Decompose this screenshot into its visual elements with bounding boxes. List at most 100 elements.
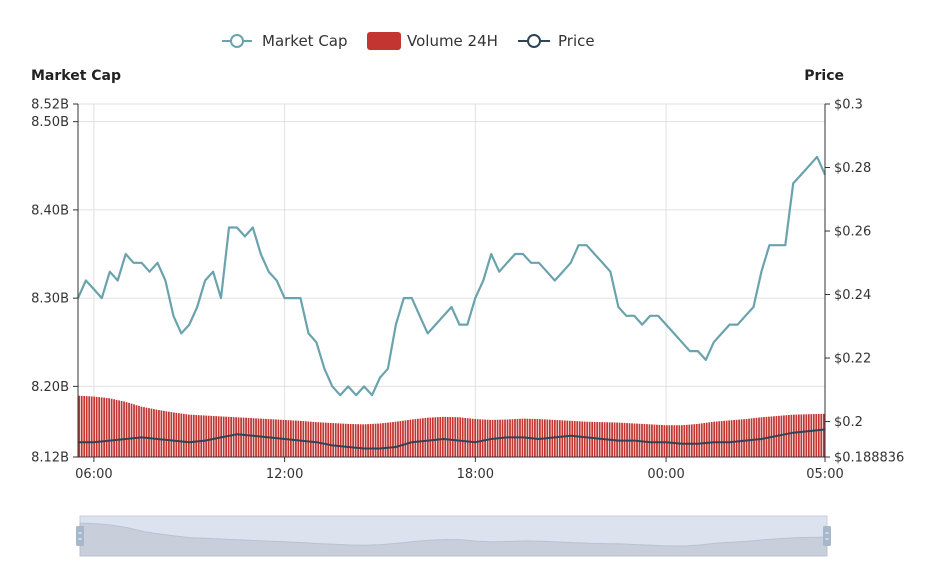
volume-bar bbox=[419, 418, 422, 457]
volume-bar bbox=[800, 414, 803, 457]
volume-bar bbox=[230, 416, 233, 457]
volume-bar bbox=[103, 397, 106, 457]
volume-bar bbox=[367, 424, 369, 457]
left-axis-tick-label: 8.20B bbox=[31, 380, 69, 395]
left-axis-title: Market Cap bbox=[31, 68, 121, 84]
volume-bar bbox=[347, 423, 350, 457]
volume-bar bbox=[670, 425, 673, 457]
volume-bar bbox=[182, 413, 185, 457]
volume-bar bbox=[118, 400, 120, 457]
volume-bar bbox=[150, 408, 153, 457]
volume-bar bbox=[342, 423, 345, 457]
volume-bar bbox=[250, 418, 252, 457]
volume-bar bbox=[143, 407, 145, 457]
volume-bar bbox=[304, 421, 307, 457]
volume-bar bbox=[314, 422, 317, 457]
volume-bar bbox=[715, 421, 718, 457]
volume-bar bbox=[479, 419, 482, 457]
volume-bar bbox=[785, 415, 788, 457]
volume-bar bbox=[429, 417, 432, 457]
volume-bar bbox=[165, 411, 168, 457]
volume-bar bbox=[810, 414, 813, 457]
data-zoom-handle-left[interactable] bbox=[76, 526, 84, 546]
volume-bar bbox=[148, 408, 150, 457]
volume-bar bbox=[417, 418, 419, 457]
volume-bar bbox=[802, 414, 805, 457]
volume-bar bbox=[312, 421, 315, 457]
volume-bar bbox=[260, 418, 262, 457]
volume-bar bbox=[583, 421, 586, 457]
volume-bar bbox=[685, 424, 688, 457]
volume-bar bbox=[78, 395, 81, 457]
volume-bar bbox=[115, 399, 118, 457]
volume-bar bbox=[217, 416, 220, 457]
volume-bar bbox=[563, 420, 566, 457]
volume-bar bbox=[556, 420, 559, 457]
volume-bar bbox=[237, 417, 240, 457]
volume-bar bbox=[476, 419, 479, 457]
volume-bar bbox=[90, 396, 93, 457]
volume-bar bbox=[344, 423, 347, 457]
volume-bar bbox=[232, 417, 235, 457]
volume-bar bbox=[713, 421, 716, 457]
volume-bar bbox=[646, 424, 648, 457]
legend-item-volume-24h[interactable]: Volume 24H bbox=[367, 32, 498, 50]
volume-bar bbox=[88, 396, 91, 457]
volume-bar bbox=[372, 423, 374, 457]
legend-item-market-cap[interactable]: Market Cap bbox=[222, 32, 348, 50]
left-axis-tick-label: 8.52B bbox=[31, 98, 69, 113]
volume-bar bbox=[441, 416, 444, 457]
volume-bar bbox=[748, 418, 750, 457]
volume-bar bbox=[461, 417, 464, 457]
left-axis-tick-label: 8.40B bbox=[31, 203, 69, 218]
legend: Market Cap Volume 24H Price bbox=[222, 32, 595, 50]
volume-bar bbox=[190, 414, 193, 457]
volume-bar bbox=[666, 425, 668, 457]
volume-bar bbox=[205, 415, 208, 457]
volume-bar bbox=[125, 402, 128, 457]
volume-bar bbox=[145, 407, 148, 457]
volume-bar bbox=[680, 425, 683, 457]
legend-marker-rect bbox=[367, 32, 401, 50]
volume-bar bbox=[474, 419, 477, 457]
data-zoom-handle-right[interactable] bbox=[823, 526, 831, 546]
volume-bar bbox=[591, 421, 594, 457]
legend-marker-circle bbox=[230, 34, 244, 48]
volume-bar bbox=[210, 415, 213, 457]
volume-bar bbox=[793, 414, 795, 457]
volume-bar bbox=[693, 424, 696, 457]
grid bbox=[78, 103, 825, 458]
volume-bar bbox=[382, 423, 384, 457]
volume-bar bbox=[135, 405, 138, 457]
volume-bar bbox=[700, 423, 703, 457]
volume-bar bbox=[705, 422, 708, 457]
volume-bar bbox=[245, 417, 247, 457]
legend-item-price[interactable]: Price bbox=[518, 32, 595, 50]
x-axis-tick-label: 00:00 bbox=[647, 467, 684, 482]
volume-bar bbox=[140, 406, 143, 457]
volume-bar bbox=[566, 420, 569, 457]
volume-bar bbox=[200, 415, 203, 457]
volume-bar bbox=[588, 421, 591, 457]
volume-bar bbox=[359, 424, 362, 457]
data-zoom-slider[interactable] bbox=[76, 515, 831, 557]
volume-bar bbox=[292, 420, 295, 457]
left-axis-tick-label: 8.30B bbox=[31, 292, 69, 307]
volume-bar bbox=[324, 422, 327, 457]
volume-bar bbox=[449, 417, 452, 457]
left-axis-tick-label: 8.50B bbox=[31, 115, 69, 130]
volume-bar bbox=[730, 420, 733, 457]
volume-bar bbox=[83, 396, 86, 457]
volume-bar bbox=[456, 417, 459, 457]
volume-bar bbox=[334, 423, 337, 457]
volume-bar bbox=[163, 410, 165, 457]
volume-bar bbox=[459, 417, 462, 457]
volume-bar bbox=[765, 416, 768, 457]
volume-bar bbox=[596, 421, 599, 457]
x-axis-tick-label: 18:00 bbox=[457, 467, 494, 482]
legend-marker-circle bbox=[527, 34, 541, 48]
volume-bar bbox=[421, 418, 424, 457]
volume-bar bbox=[454, 417, 457, 457]
axes: 8.12B 8.20B 8.30B 8.40B 8.50B 8.52B $0.188836 $… bbox=[31, 98, 904, 483]
x-axis-tick-label: 05:00 bbox=[806, 467, 843, 482]
